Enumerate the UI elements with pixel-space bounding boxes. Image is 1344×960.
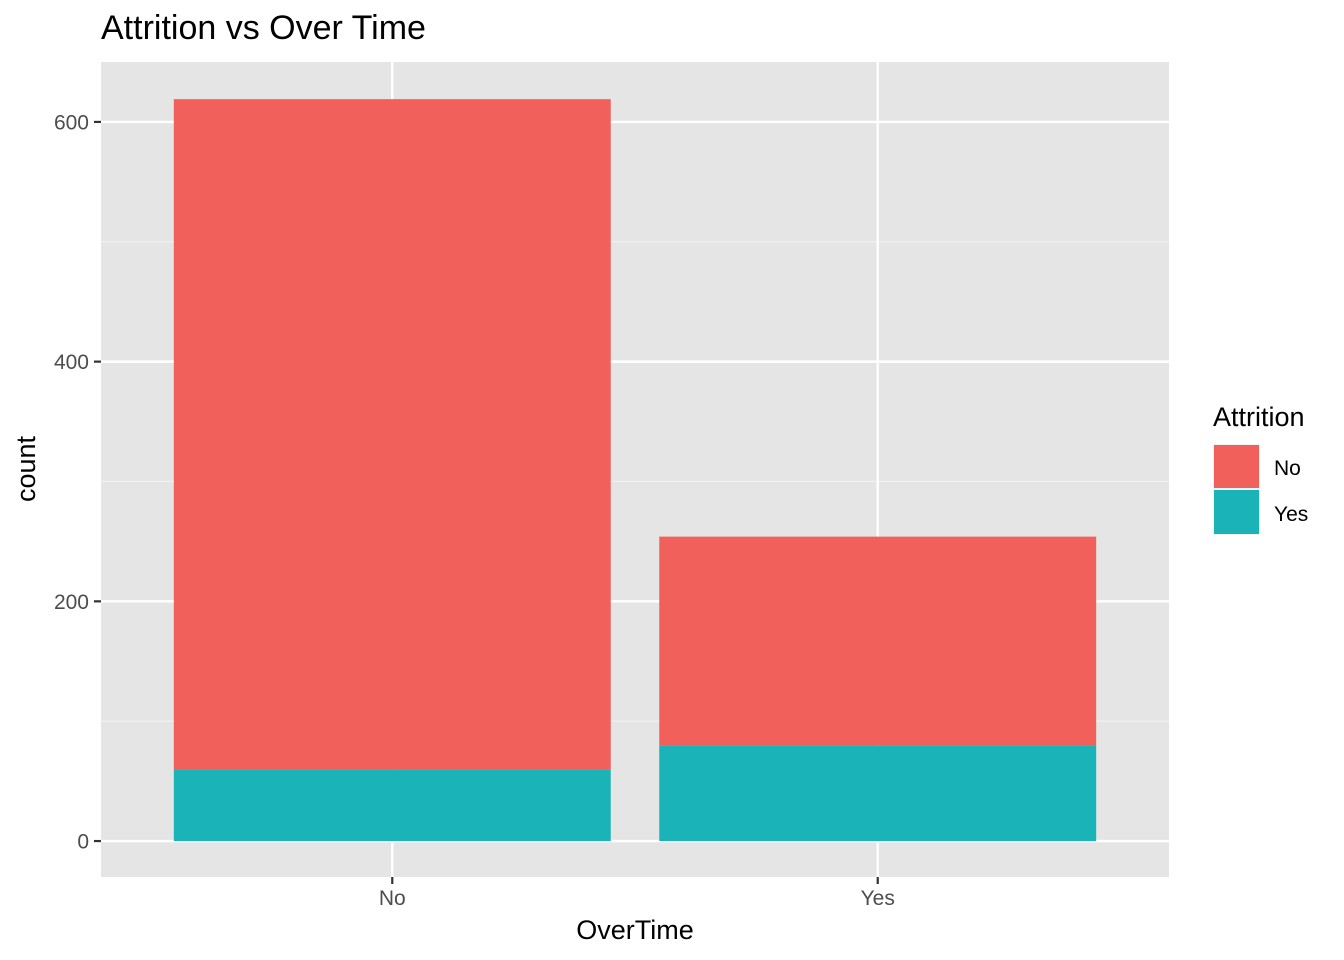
legend-title: Attrition <box>1213 402 1305 432</box>
legend-swatch-yes <box>1214 490 1259 534</box>
y-tick-label: 200 <box>54 591 89 614</box>
bar-yes-yes <box>659 745 1097 842</box>
y-tick-label: 0 <box>77 831 89 854</box>
legend-swatch-no <box>1214 445 1259 488</box>
x-axis: No Yes <box>379 877 895 910</box>
y-tick-label: 600 <box>54 111 89 134</box>
bars <box>173 99 1097 842</box>
y-axis: 0 200 400 600 <box>54 111 101 854</box>
x-axis-title: OverTime <box>576 915 694 945</box>
legend-label-no: No <box>1274 457 1301 480</box>
x-tick-label: No <box>379 887 406 910</box>
legend-label-yes: Yes <box>1274 503 1308 526</box>
chart-title: Attrition vs Over Time <box>101 9 426 47</box>
legend: Attrition No Yes <box>1213 402 1308 535</box>
bar-yes-no <box>659 536 1097 746</box>
y-axis-title: count <box>11 435 41 502</box>
y-tick-label: 400 <box>54 351 89 374</box>
x-tick-label: Yes <box>861 887 895 910</box>
bar-no-yes <box>173 769 611 842</box>
bar-no-no <box>173 99 611 770</box>
